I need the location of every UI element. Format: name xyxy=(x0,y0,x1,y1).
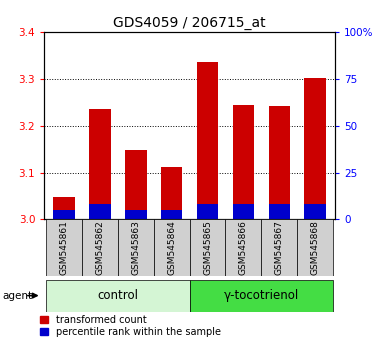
Bar xyxy=(190,280,333,312)
Bar xyxy=(161,210,182,219)
Text: GSM545866: GSM545866 xyxy=(239,220,248,275)
Bar xyxy=(89,205,110,219)
Text: GSM545863: GSM545863 xyxy=(131,220,140,275)
Text: GDS4059 / 206715_at: GDS4059 / 206715_at xyxy=(113,16,266,30)
Bar xyxy=(125,210,147,219)
Text: GSM545864: GSM545864 xyxy=(167,221,176,275)
Text: GSM545862: GSM545862 xyxy=(95,221,104,275)
Bar xyxy=(46,219,82,276)
Text: GSM545865: GSM545865 xyxy=(203,220,212,275)
Bar xyxy=(261,219,297,276)
Bar xyxy=(233,104,254,219)
Bar xyxy=(305,78,326,219)
Text: γ-tocotrienol: γ-tocotrienol xyxy=(224,289,299,302)
Bar xyxy=(46,280,190,312)
Bar xyxy=(161,167,182,219)
Bar xyxy=(297,219,333,276)
Bar xyxy=(53,210,75,219)
Bar xyxy=(226,219,261,276)
Text: GSM545861: GSM545861 xyxy=(60,220,69,275)
Bar xyxy=(233,205,254,219)
Text: GSM545867: GSM545867 xyxy=(275,220,284,275)
Text: GSM545868: GSM545868 xyxy=(311,220,320,275)
Legend: transformed count, percentile rank within the sample: transformed count, percentile rank withi… xyxy=(40,315,221,337)
Bar xyxy=(197,205,218,219)
Bar xyxy=(154,219,190,276)
Bar xyxy=(197,62,218,219)
Bar xyxy=(89,109,110,219)
Bar xyxy=(82,219,118,276)
Bar xyxy=(190,219,226,276)
Bar xyxy=(305,205,326,219)
Text: control: control xyxy=(97,289,138,302)
Bar xyxy=(53,197,75,219)
Bar xyxy=(118,219,154,276)
Bar xyxy=(269,106,290,219)
Bar xyxy=(125,150,147,219)
Text: agent: agent xyxy=(2,291,32,301)
Bar xyxy=(269,205,290,219)
